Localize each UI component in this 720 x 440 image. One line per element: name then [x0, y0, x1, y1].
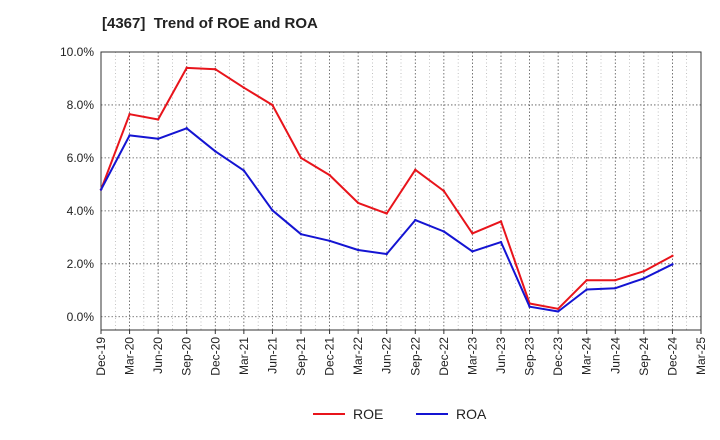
roa-data-point [471, 250, 474, 253]
roe-data-point [442, 189, 446, 193]
x-tick-label: Dec-22 [437, 337, 451, 376]
x-tick-label: Sep-23 [523, 337, 537, 376]
roa-data-point [299, 232, 303, 236]
roa-data-point [614, 286, 617, 290]
roe-data-point [299, 156, 303, 160]
roe-data-point [271, 103, 274, 107]
roa-data-point [385, 252, 388, 256]
roe-data-point [242, 86, 246, 89]
roe-data-point [614, 279, 617, 282]
chart-title: [4367] Trend of ROE and ROA [102, 15, 318, 32]
roa-data-point [185, 127, 188, 130]
x-tick-label: Jun-24 [608, 337, 622, 374]
roa-data-point [271, 209, 274, 212]
roa-data-point [585, 288, 588, 291]
x-tick-label: Mar-23 [465, 337, 479, 375]
roe-data-point [356, 201, 360, 205]
x-tick-label: Sep-21 [294, 337, 308, 376]
x-tick-label: Mar-25 [694, 337, 708, 375]
roe-data-point [156, 118, 160, 121]
roe-data-point [414, 168, 417, 172]
roe-data-point [642, 270, 646, 273]
roe-data-point [471, 232, 474, 235]
roe-data-point [385, 212, 388, 215]
x-tick-label: Jun-21 [265, 337, 279, 374]
roa-legend-label: ROA [456, 406, 487, 422]
x-tick-label: Jun-22 [380, 337, 394, 374]
y-tick-label: 8.0% [67, 98, 95, 112]
y-tick-label: 2.0% [67, 257, 95, 271]
roa-data-point [242, 169, 246, 172]
roe-data-point [585, 279, 588, 282]
x-tick-label: Sep-22 [408, 337, 422, 376]
roa-data-point [414, 218, 417, 222]
x-tick-label: Sep-24 [637, 337, 651, 376]
roa-data-point [528, 305, 531, 308]
roe-data-point [556, 307, 560, 311]
x-tick-label: Jun-23 [494, 337, 508, 374]
roe-data-point [671, 254, 674, 258]
roa-data-point [499, 240, 503, 244]
y-tick-label: 4.0% [67, 204, 95, 218]
roa-data-point [356, 248, 360, 252]
roe-data-point [214, 68, 217, 71]
roa-data-point [556, 310, 560, 313]
roa-data-point [671, 263, 674, 266]
y-tick-label: 0.0% [67, 310, 95, 324]
x-tick-label: Mar-22 [351, 337, 365, 375]
x-tick-label: Dec-24 [665, 337, 679, 376]
roa-data-point [156, 137, 160, 141]
roa-data-point [99, 188, 103, 191]
roa-data-point [328, 239, 331, 242]
x-tick-label: Jun-20 [151, 337, 165, 374]
roa-data-point [214, 150, 217, 153]
x-tick-label: Sep-20 [180, 337, 194, 376]
x-tick-label: Dec-23 [551, 337, 565, 376]
roe-data-point [185, 66, 188, 70]
roa-data-point [642, 277, 646, 280]
roe-legend-label: ROE [353, 406, 383, 422]
roe-data-point [128, 113, 131, 116]
x-tick-label: Mar-20 [123, 337, 137, 375]
roa-data-point [128, 134, 131, 137]
x-tick-label: Dec-20 [208, 337, 222, 376]
roa-data-point [442, 230, 446, 233]
x-tick-label: Mar-24 [580, 337, 594, 375]
y-tick-label: 10.0% [60, 45, 94, 59]
plot-frame [100, 51, 702, 331]
y-tick-label: 6.0% [67, 151, 95, 165]
roe-data-point [499, 220, 503, 223]
x-tick-label: Mar-21 [237, 337, 251, 375]
x-tick-label: Dec-21 [323, 337, 337, 376]
x-tick-label: Dec-19 [94, 337, 108, 376]
roe-data-point [328, 173, 331, 177]
